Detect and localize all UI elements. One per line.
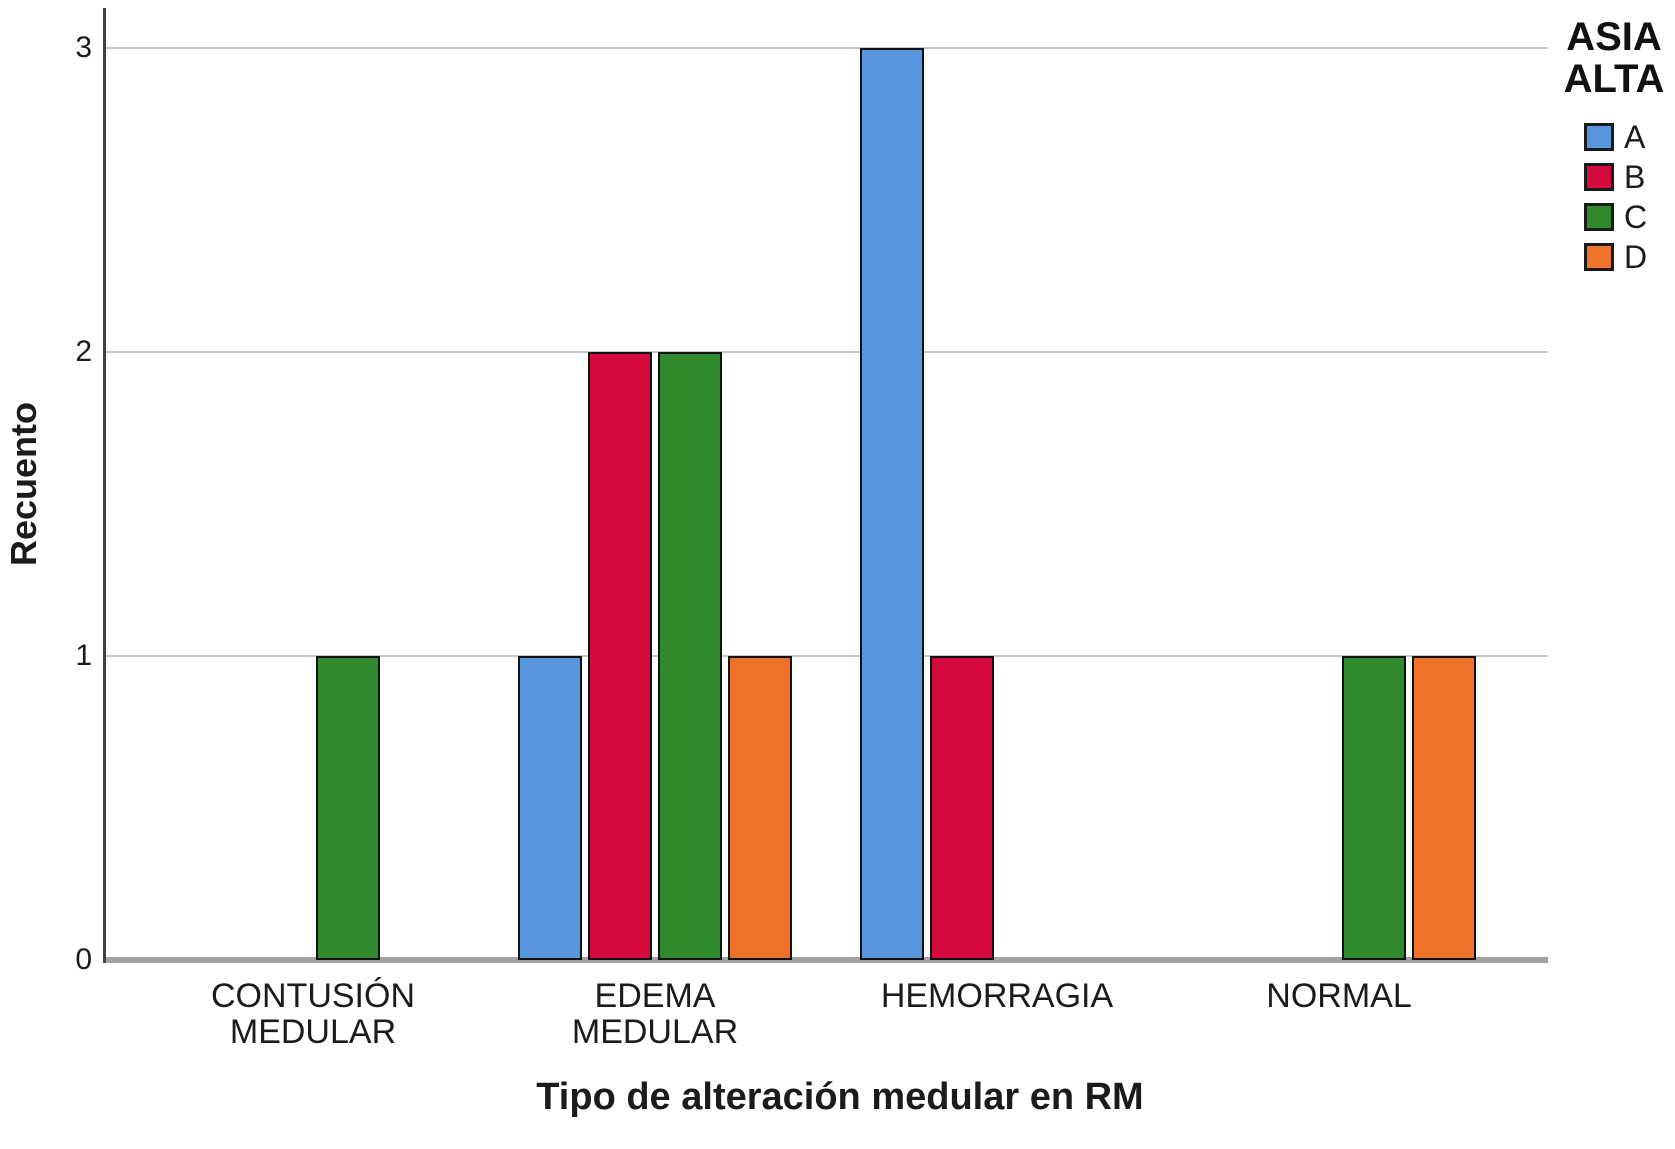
legend-item-label-C: C <box>1624 199 1648 235</box>
legend-swatch-D <box>1584 243 1614 271</box>
bar-cat4-D <box>1412 656 1476 960</box>
legend-item-label-D: D <box>1624 239 1648 275</box>
bar-cat2-B <box>588 352 652 960</box>
gridline-1 <box>105 655 1548 657</box>
x-axis-title: Tipo de alteración medular en RM <box>536 1076 1144 1118</box>
y-axis-title: Recuento <box>3 401 44 567</box>
legend-swatch-C <box>1584 203 1614 231</box>
gridline-3 <box>105 47 1548 49</box>
bar-cat2-A <box>518 656 582 960</box>
y-tick-label-2: 2 <box>75 335 92 368</box>
bar-cat3-B <box>930 656 994 960</box>
x-tick-label-1: CONTUSIÓN MEDULAR <box>211 977 415 1052</box>
legend-swatch-B <box>1584 163 1614 191</box>
x-tick-label-3: HEMORRAGIA <box>880 977 1114 1015</box>
y-tick-label-1: 1 <box>75 639 92 672</box>
legend-item-D: D <box>1584 239 1672 275</box>
bar-cat4-C <box>1342 656 1406 960</box>
bar-cat2-C <box>658 352 722 960</box>
y-axis-line <box>103 8 106 963</box>
bar-cat1-C <box>316 656 380 960</box>
legend-item-B: B <box>1584 159 1672 195</box>
y-tick-label-0: 0 <box>75 943 92 976</box>
legend-item-A: A <box>1584 119 1672 155</box>
plot-area <box>103 8 1548 963</box>
gridline-2 <box>105 351 1548 353</box>
legend-item-label-A: A <box>1624 119 1646 155</box>
x-axis-line <box>105 957 1548 963</box>
bar-cat3-A <box>860 48 924 960</box>
x-tick-label-2: EDEMA MEDULAR <box>571 977 739 1052</box>
y-tick-label-3: 3 <box>75 31 92 64</box>
legend-item-label-B: B <box>1624 159 1646 195</box>
bar-cat2-D <box>728 656 792 960</box>
legend-swatch-A <box>1584 123 1614 151</box>
legend-item-C: C <box>1584 199 1672 235</box>
x-tick-label-4: NORMAL <box>1266 977 1412 1015</box>
legend-title: ASIA ALTA <box>1563 15 1665 101</box>
